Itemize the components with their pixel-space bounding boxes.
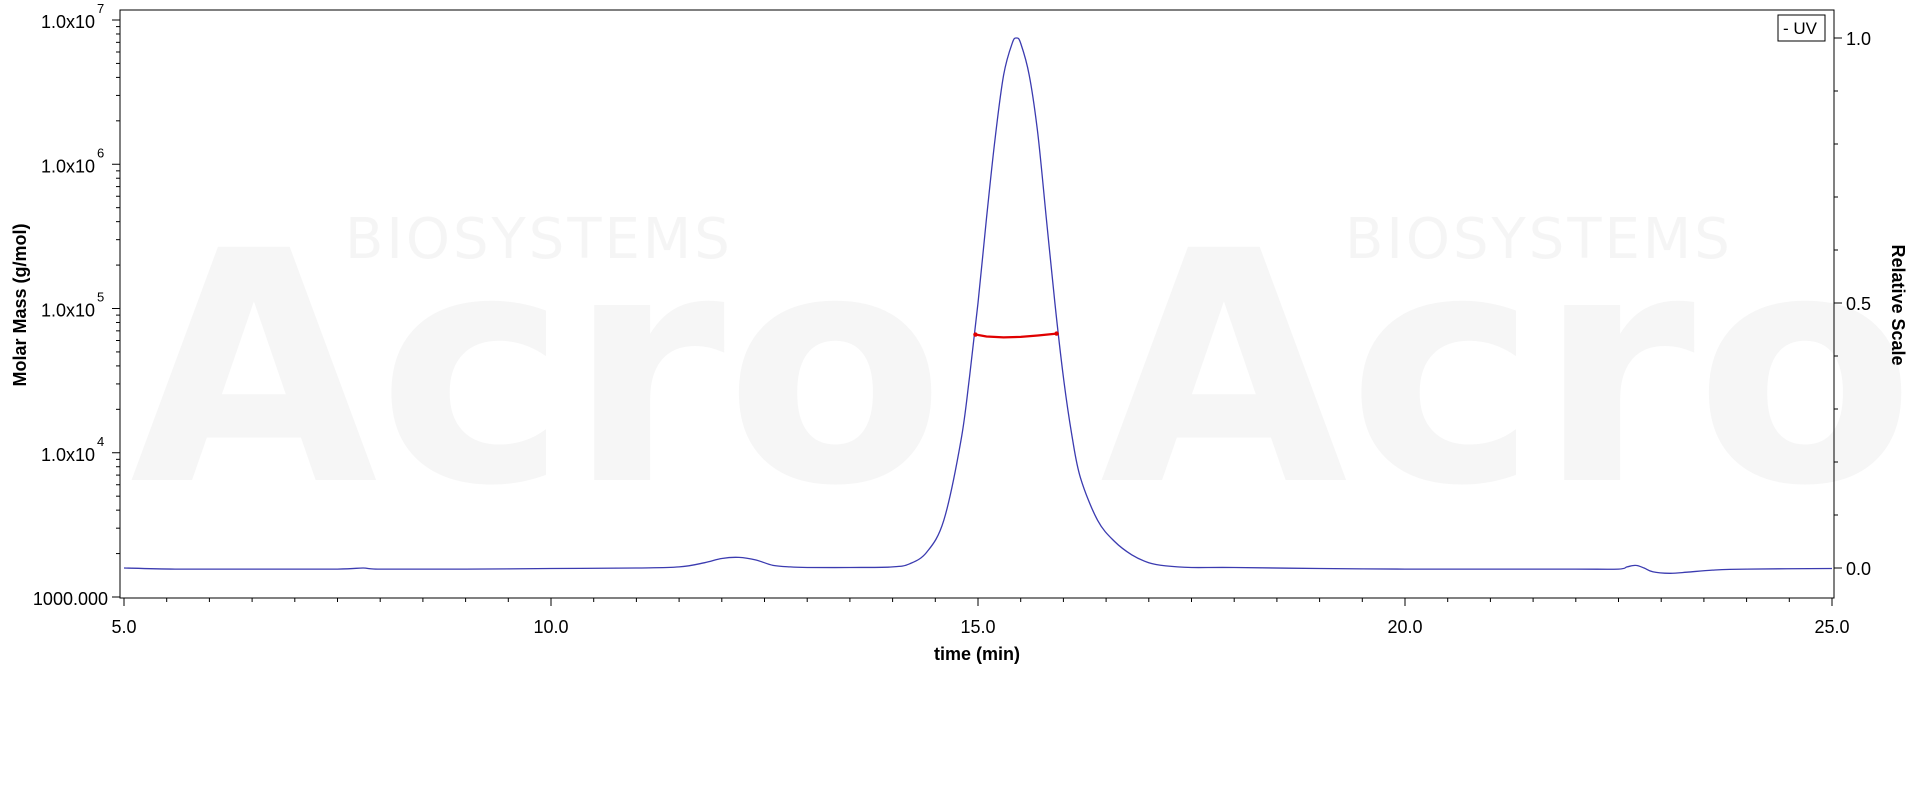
x-tick-label: 25.0 [1814,617,1849,637]
x-axis-title: time (min) [934,644,1020,664]
y-right-tick-label: 1.0 [1846,29,1871,49]
molar-mass-point [973,332,978,337]
y-left-tick-label: 1000.000 [33,589,108,609]
x-tick-label: 5.0 [111,617,136,637]
y-left-tick-exponent: 4 [97,434,104,449]
series-line-molar-mass [975,332,1057,339]
y-right-tick-label: 0.0 [1846,559,1871,579]
watermark-sub-right: BIOSYSTEMS [1345,207,1733,272]
y-left-tick-exponent: 6 [97,145,104,160]
y-right-axis: 0.0 0.5 1.0 [1834,29,1871,579]
y-right-axis-title: Relative Scale [1888,244,1908,365]
y-left-tick-exponent: 5 [97,290,104,305]
molar-mass-point [1054,331,1059,336]
plot-frame [119,9,1835,599]
x-tick-label: 20.0 [1387,617,1422,637]
series-layer [123,37,1833,574]
watermark-sub-left: BIOSYSTEMS [345,207,733,272]
watermark: Acro BIOSYSTEMS Acro BIOSYSTEMS [130,184,1915,556]
watermark-brand-left: Acro [130,184,945,556]
y-left-tick-label: 1.0x10 [41,12,95,32]
watermark-brand-right: Acro [1100,184,1915,556]
y-left-tick-label: 1.0x10 [41,156,95,176]
y-left-axis-title: Molar Mass (g/mol) [10,223,30,386]
y-right-tick-label: 0.5 [1846,294,1871,314]
y-left-tick-label: 1.0x10 [41,301,95,321]
x-axis: 5.0 10.0 15.0 20.0 25.0 [111,598,1850,637]
legend-entry-uv: - UV [1783,19,1818,38]
series-line-uv [123,37,1833,574]
legend: - UV [1777,14,1826,42]
x-tick-label: 10.0 [533,617,568,637]
y-left-tick-exponent: 7 [97,1,104,16]
y-left-tick-label: 1.0x10 [41,445,95,465]
x-tick-label: 15.0 [960,617,995,637]
legend-box [1777,14,1826,42]
